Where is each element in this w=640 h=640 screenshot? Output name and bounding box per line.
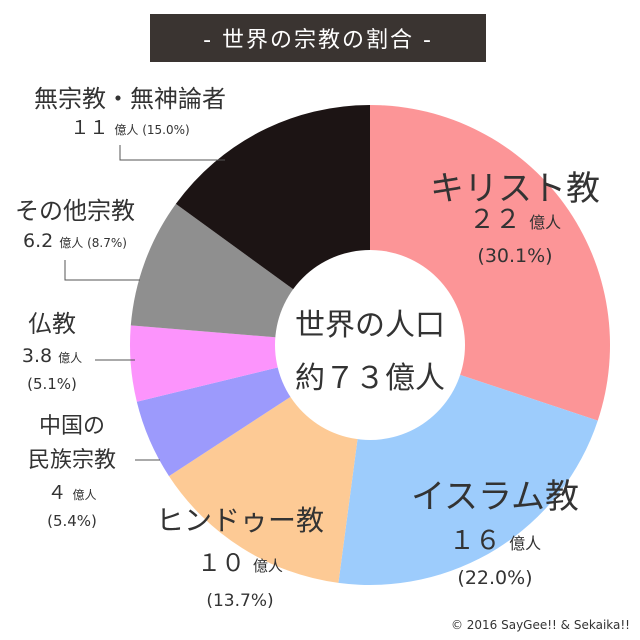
slice-label-name-4: 仏教 bbox=[28, 310, 76, 338]
slice-label-value-6: １１ 億人 (15.0%) bbox=[70, 117, 189, 139]
slice-label-name-6: 無宗教・無神論者 bbox=[34, 85, 226, 113]
slice-label-percent-1: (22.0%) bbox=[457, 567, 532, 589]
chart-title: - 世界の宗教の割合 - bbox=[150, 14, 486, 62]
slice-label-name-5: その他宗教 bbox=[15, 197, 135, 225]
leader-line-0 bbox=[119, 145, 225, 161]
slice-label-percent-0: (30.1%) bbox=[477, 245, 552, 267]
center-label-line1: 世界の人口 bbox=[295, 308, 445, 343]
slice-label-name-3-line2: 民族宗教 bbox=[28, 448, 116, 473]
slice-label-value-3: ４ 億人 bbox=[47, 482, 96, 504]
leader-lines bbox=[64, 145, 225, 461]
slice-label-value-2: １０ 億人 bbox=[197, 549, 283, 577]
copyright-credit: © 2016 SayGee!! & Sekaika!! bbox=[450, 618, 630, 632]
center-hole bbox=[275, 250, 465, 440]
slice-label-name-2: ヒンドゥー教 bbox=[156, 504, 324, 537]
slice-label-value-5: 6.2 億人 (8.7%) bbox=[23, 230, 127, 252]
slice-label-value-0: ２２ 億人 bbox=[469, 205, 561, 235]
slice-label-value-1: １６ 億人 bbox=[449, 526, 541, 556]
slice-label-name-0: キリスト教 bbox=[430, 169, 600, 209]
slice-label-percent-3: (5.4%) bbox=[47, 512, 97, 530]
slice-label-percent-4: (5.1%) bbox=[27, 375, 77, 393]
slice-label-value-4: 3.8 億人 bbox=[22, 345, 82, 367]
center-label-line2: 約７３億人 bbox=[295, 361, 445, 396]
slice-label-name-1: イスラム教 bbox=[411, 477, 579, 517]
leader-line-1 bbox=[64, 260, 140, 281]
slice-label-name-3-line1: 中国の bbox=[39, 414, 105, 439]
slice-label-percent-2: (13.7%) bbox=[206, 591, 273, 611]
